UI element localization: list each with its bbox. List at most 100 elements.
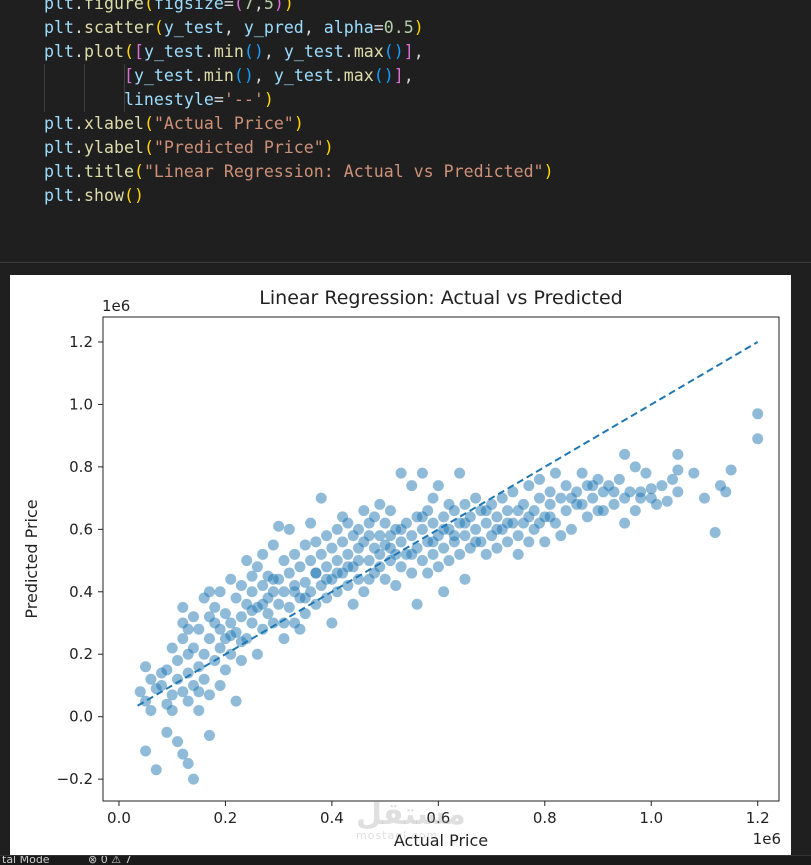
data-point: [560, 480, 572, 492]
problems-indicator[interactable]: ⊗ 0 ⚠ 7: [88, 855, 132, 865]
code-token: [44, 90, 124, 109]
data-point: [294, 561, 306, 573]
y-tick-label: 0.2: [69, 645, 93, 663]
data-point: [156, 667, 168, 679]
code-line[interactable]: plt.xlabel("Actual Price"): [44, 112, 554, 136]
data-point: [672, 448, 684, 460]
code-line[interactable]: plt.figure(figsize=(7,5)): [44, 0, 554, 16]
code-token: plot: [83, 42, 124, 61]
code-token: '--': [223, 90, 264, 109]
data-point: [480, 548, 492, 560]
code-line[interactable]: linestyle='--'): [44, 88, 554, 112]
data-point: [491, 511, 503, 523]
code-editor[interactable]: plt.figure(figsize=(7,5)) plt.scatter(y_t…: [0, 0, 811, 263]
data-point: [454, 467, 466, 479]
data-point: [166, 704, 178, 716]
data-point: [688, 467, 700, 479]
code-token: ,: [253, 0, 264, 13]
code-line[interactable]: plt.show(): [44, 184, 554, 208]
data-point: [321, 530, 333, 542]
data-point: [283, 601, 295, 613]
data-point: [629, 505, 641, 517]
indent-guide: [84, 64, 85, 112]
data-point: [352, 523, 364, 535]
data-point: [752, 433, 764, 445]
code-token: ]: [393, 66, 404, 85]
data-point: [667, 473, 679, 485]
data-point: [219, 608, 231, 620]
data-point: [273, 598, 285, 610]
chart-title: Linear Regression: Actual vs Predicted: [259, 287, 622, 309]
code-line[interactable]: plt.scatter(y_test, y_pred, alpha=0.5): [44, 16, 554, 40]
status-mode[interactable]: tal Mode: [2, 855, 50, 865]
data-point: [172, 736, 184, 748]
data-point: [352, 573, 364, 585]
data-point: [374, 548, 386, 560]
data-point: [321, 561, 333, 573]
data-point: [235, 636, 247, 648]
data-point: [368, 511, 380, 523]
data-point: [587, 480, 599, 492]
data-point: [379, 517, 391, 529]
code-token: (): [383, 42, 404, 61]
data-point: [379, 573, 391, 585]
data-point: [613, 473, 625, 485]
data-point: [390, 580, 402, 592]
data-point: [438, 542, 450, 554]
code-token: =: [223, 0, 234, 13]
data-point: [656, 480, 668, 492]
data-point: [555, 492, 567, 504]
data-point: [203, 689, 215, 701]
code-token: y_pred: [243, 18, 304, 37]
data-point: [177, 601, 189, 613]
code-line[interactable]: [y_test.min(), y_test.max()],: [44, 64, 554, 88]
data-point: [187, 611, 199, 623]
scatter-plot: Linear Regression: Actual vs Predicted 1…: [22, 287, 781, 850]
data-point: [502, 536, 514, 548]
code-line[interactable]: plt.plot([y_test.min(), y_test.max()],: [44, 40, 554, 64]
data-point: [698, 492, 710, 504]
x-tick-label: 0.4: [320, 809, 344, 827]
data-point: [182, 695, 194, 707]
code-line[interactable]: plt.ylabel("Predicted Price"): [44, 136, 554, 160]
code-token: min: [203, 66, 234, 85]
code-token: y_test: [163, 18, 224, 37]
code-token: y_test: [283, 42, 344, 61]
code-token: linestyle: [123, 90, 214, 109]
data-point: [661, 495, 673, 507]
data-point: [358, 586, 370, 598]
code-token: plt: [44, 18, 74, 37]
data-point: [406, 548, 418, 560]
data-point: [177, 748, 189, 760]
data-point: [752, 408, 764, 420]
x-offset-label: 1e6: [753, 830, 781, 848]
data-point: [267, 586, 279, 598]
data-point: [496, 492, 508, 504]
code-token: plt: [44, 114, 74, 133]
data-point: [619, 517, 631, 529]
data-point: [581, 511, 593, 523]
code-token: ): [283, 0, 294, 13]
data-point: [363, 530, 375, 542]
code-line[interactable]: plt.title("Linear Regression: Actual vs …: [44, 160, 554, 184]
indent-guide: [124, 64, 125, 112]
data-point: [299, 608, 311, 620]
data-point: [273, 520, 285, 532]
code-token: .: [73, 42, 84, 61]
data-point: [321, 573, 333, 585]
data-point: [416, 523, 428, 535]
data-point: [576, 467, 588, 479]
status-bar: tal Mode ⊗ 0 ⚠ 7: [0, 855, 811, 865]
code-token: (): [233, 66, 254, 85]
data-point: [448, 505, 460, 517]
data-point: [427, 548, 439, 560]
data-point: [230, 592, 242, 604]
code-token: (: [123, 42, 134, 61]
y-tick-label: 1.0: [69, 395, 93, 413]
data-point: [480, 517, 492, 529]
code-token: ,: [413, 42, 424, 61]
code-block[interactable]: plt.figure(figsize=(7,5)) plt.scatter(y_t…: [44, 0, 554, 208]
watermark-text: مستقل: [356, 797, 466, 832]
data-point: [203, 633, 215, 645]
data-point: [140, 661, 152, 673]
